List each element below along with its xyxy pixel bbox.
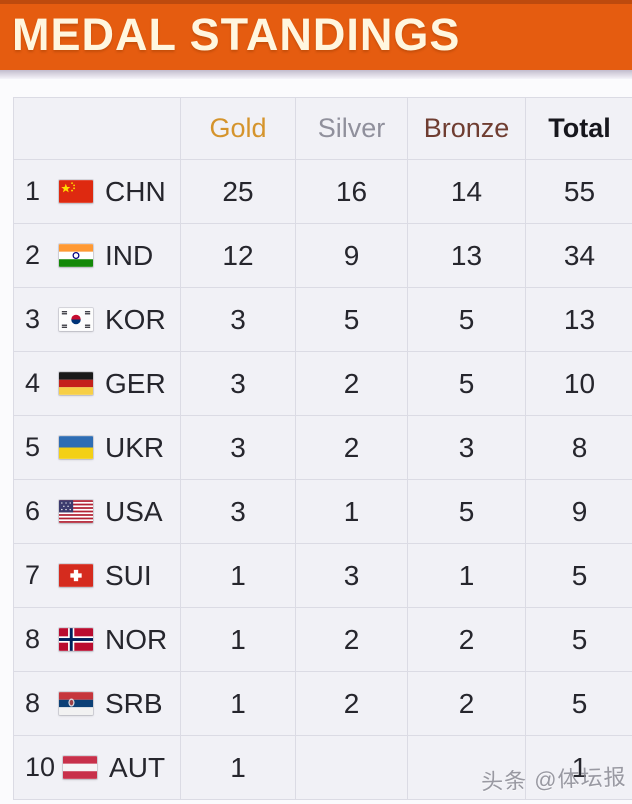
bronze-value: 3: [408, 416, 526, 480]
gold-value: 1: [181, 736, 296, 800]
bronze-value: 1: [408, 544, 526, 608]
flag-kor-icon: [59, 308, 93, 331]
flag-ukr-icon: [59, 436, 93, 459]
flag-aut-icon: [63, 756, 98, 779]
table-row-srb: 8 SRB 1 2 2 5: [14, 672, 632, 736]
gold-value: 12: [181, 224, 296, 288]
country-code: SUI: [105, 559, 152, 591]
total-value: 8: [526, 416, 632, 480]
silver-value: 16: [296, 160, 408, 224]
bronze-value: 14: [408, 160, 526, 224]
rank: 1: [25, 176, 41, 206]
bronze-value: 13: [408, 224, 526, 288]
total-value: 13: [526, 288, 632, 352]
table-row-chn: 1 CHN 25 16 14 55: [14, 160, 632, 224]
header-total: Total: [526, 98, 632, 160]
header-gold: Gold: [181, 98, 296, 160]
gold-value: 3: [181, 352, 296, 416]
total-value: 5: [526, 544, 632, 608]
country-code: UKR: [105, 431, 165, 463]
gold-value: 3: [181, 288, 296, 352]
flag-chn-icon: [59, 180, 93, 203]
country-code: KOR: [105, 303, 166, 335]
banner: MEDAL STANDINGS: [0, 0, 632, 70]
flag-ind-icon: [59, 244, 93, 267]
rank: 7: [25, 560, 41, 590]
total-value: 1: [526, 736, 632, 800]
flag-sui-icon: [59, 564, 93, 587]
silver-value: 2: [296, 352, 408, 416]
country-code: AUT: [109, 751, 166, 783]
total-value: 55: [526, 160, 632, 224]
gold-value: 1: [181, 672, 296, 736]
country-code: SRB: [105, 687, 163, 719]
silver-value: 3: [296, 544, 408, 608]
table-row-usa: 6 USA 3 1 5 9: [14, 480, 632, 544]
rank: 6: [25, 496, 41, 526]
rank: 10: [25, 752, 56, 782]
rank: 8: [25, 624, 41, 654]
flag-ger-icon: [59, 372, 93, 395]
gold-value: 1: [181, 608, 296, 672]
table-row-kor: 3 KOR 3 5 5 13: [14, 288, 632, 352]
table-row-ind: 2 IND 12 9 13 34: [14, 224, 632, 288]
country-code: CHN: [105, 175, 166, 207]
silver-value: 5: [296, 288, 408, 352]
header-silver: Silver: [296, 98, 408, 160]
total-value: 5: [526, 672, 632, 736]
rank: 5: [25, 432, 41, 462]
rank: 2: [25, 240, 41, 270]
page-title: MEDAL STANDINGS: [12, 9, 461, 60]
total-value: 9: [526, 480, 632, 544]
watermark-toutiao: 头条 @体坛报: [480, 764, 627, 795]
header-bronze: Bronze: [408, 98, 526, 160]
gold-value: 3: [181, 416, 296, 480]
silver-value: 2: [296, 416, 408, 480]
table-row-aut: 10 AUT 1 1: [14, 736, 632, 800]
gold-value: 1: [181, 544, 296, 608]
country-code: NOR: [105, 623, 168, 655]
country-code: IND: [105, 239, 154, 271]
flag-usa-icon: [59, 500, 93, 523]
banner-divider: [0, 70, 632, 79]
silver-value: 9: [296, 224, 408, 288]
table-row-sui: 7 SUI 1 3 1 5: [14, 544, 632, 608]
rank: 8: [25, 688, 41, 718]
total-value: 10: [526, 352, 632, 416]
country-code: USA: [105, 495, 163, 527]
bronze-value: 2: [408, 672, 526, 736]
medal-standings-table: Gold Silver Bronze Total 1 CHN 25 16 14 …: [13, 97, 632, 800]
silver-value: 2: [296, 672, 408, 736]
total-value: 5: [526, 608, 632, 672]
flag-nor-icon: [59, 628, 93, 651]
bronze-value: [408, 736, 526, 800]
bronze-value: 5: [408, 288, 526, 352]
silver-value: [296, 736, 408, 800]
table-row-ukr: 5 UKR 3 2 3 8: [14, 416, 632, 480]
gold-value: 3: [181, 480, 296, 544]
bronze-value: 5: [408, 480, 526, 544]
table-row-ger: 4 GER 3 2 5 10: [14, 352, 632, 416]
gold-value: 25: [181, 160, 296, 224]
silver-value: 2: [296, 608, 408, 672]
header-country-cell: [14, 98, 181, 160]
total-value: 34: [526, 224, 632, 288]
silver-value: 1: [296, 480, 408, 544]
flag-srb-icon: [59, 692, 93, 715]
rank: 3: [25, 304, 41, 334]
country-code: GER: [105, 367, 166, 399]
bronze-value: 5: [408, 352, 526, 416]
table-row-nor: 8 NOR 1 2 2 5: [14, 608, 632, 672]
table-header-row: Gold Silver Bronze Total: [14, 98, 632, 160]
bronze-value: 2: [408, 608, 526, 672]
rank: 4: [25, 368, 41, 398]
